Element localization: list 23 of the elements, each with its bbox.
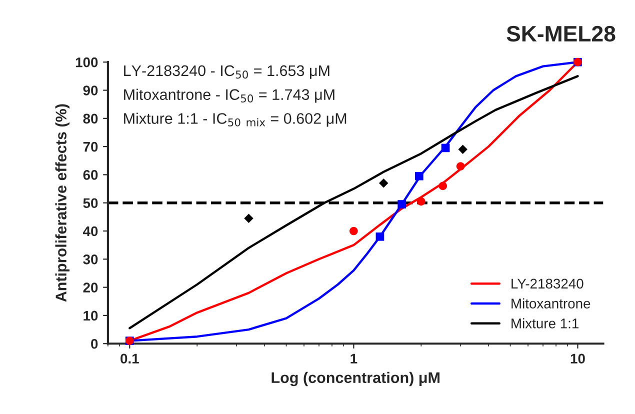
y-tick-label: 90 <box>83 86 98 96</box>
y-tick-label: 50 <box>83 198 98 208</box>
y-tick-label: 70 <box>83 142 98 152</box>
y-tick-label: 0 <box>91 338 98 349</box>
x-tick-label: 10 <box>570 354 585 364</box>
annotation: Mixture 1:1 - IC$_{50 mix}$ = 0.602 μM <box>124 112 346 127</box>
x-tick-label: 0.1 <box>120 354 139 364</box>
annotation: LY-2183240 - IC$_{50}$ = 1.653 μM <box>124 65 330 79</box>
annotation: Mitoxantrone - IC$_{50}$ = 1.743 μM <box>124 88 334 103</box>
legend-label: LY-2183240 <box>512 278 584 289</box>
y-tick-label: 30 <box>83 254 98 264</box>
y-axis-title: Antiproliferative effects (%) <box>55 104 70 302</box>
y-tick-label: 10 <box>84 310 98 321</box>
y-tick-label: 40 <box>82 226 98 236</box>
legend-label: Mixture 1:1 <box>512 318 578 328</box>
x-tick-label: 1 <box>350 354 358 364</box>
y-tick-label: 80 <box>83 114 98 124</box>
y-tick-label: 20 <box>83 282 98 292</box>
y-tick-label: 100 <box>76 57 98 68</box>
x-axis-title: Log (concentration) μM <box>272 372 440 386</box>
legend-label: Mitoxantrone <box>512 298 590 308</box>
chart-title: SK-MEL28 <box>506 26 616 42</box>
y-tick-label: 60 <box>83 170 98 180</box>
